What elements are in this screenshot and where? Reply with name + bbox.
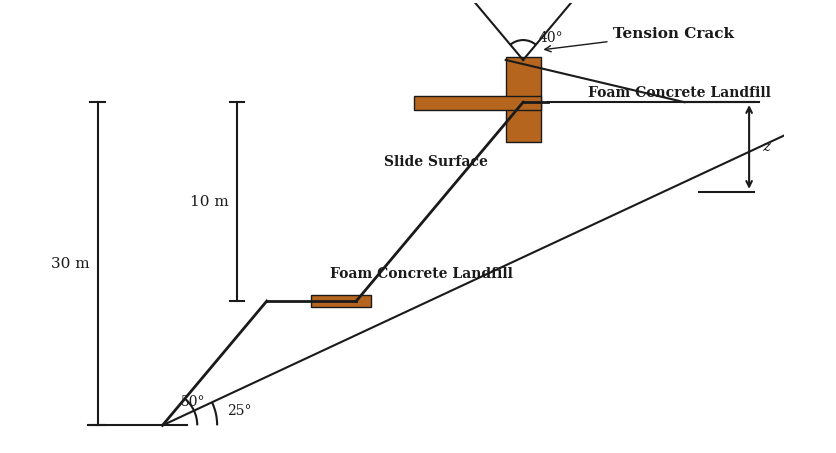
- Text: 50°: 50°: [181, 395, 206, 409]
- Text: Slide Surface: Slide Surface: [384, 155, 487, 169]
- Text: z: z: [762, 140, 770, 154]
- Bar: [311, 295, 370, 307]
- Text: 40°: 40°: [538, 31, 562, 44]
- Text: Foam Concrete Landfill: Foam Concrete Landfill: [329, 267, 512, 281]
- Bar: [505, 58, 540, 142]
- Text: 10 m: 10 m: [190, 195, 229, 209]
- Text: 30 m: 30 m: [51, 257, 89, 271]
- Text: Foam Concrete Landfill: Foam Concrete Landfill: [587, 86, 770, 100]
- Text: 25°: 25°: [227, 405, 252, 419]
- Text: Tension Crack: Tension Crack: [544, 27, 732, 52]
- Bar: [413, 96, 540, 110]
